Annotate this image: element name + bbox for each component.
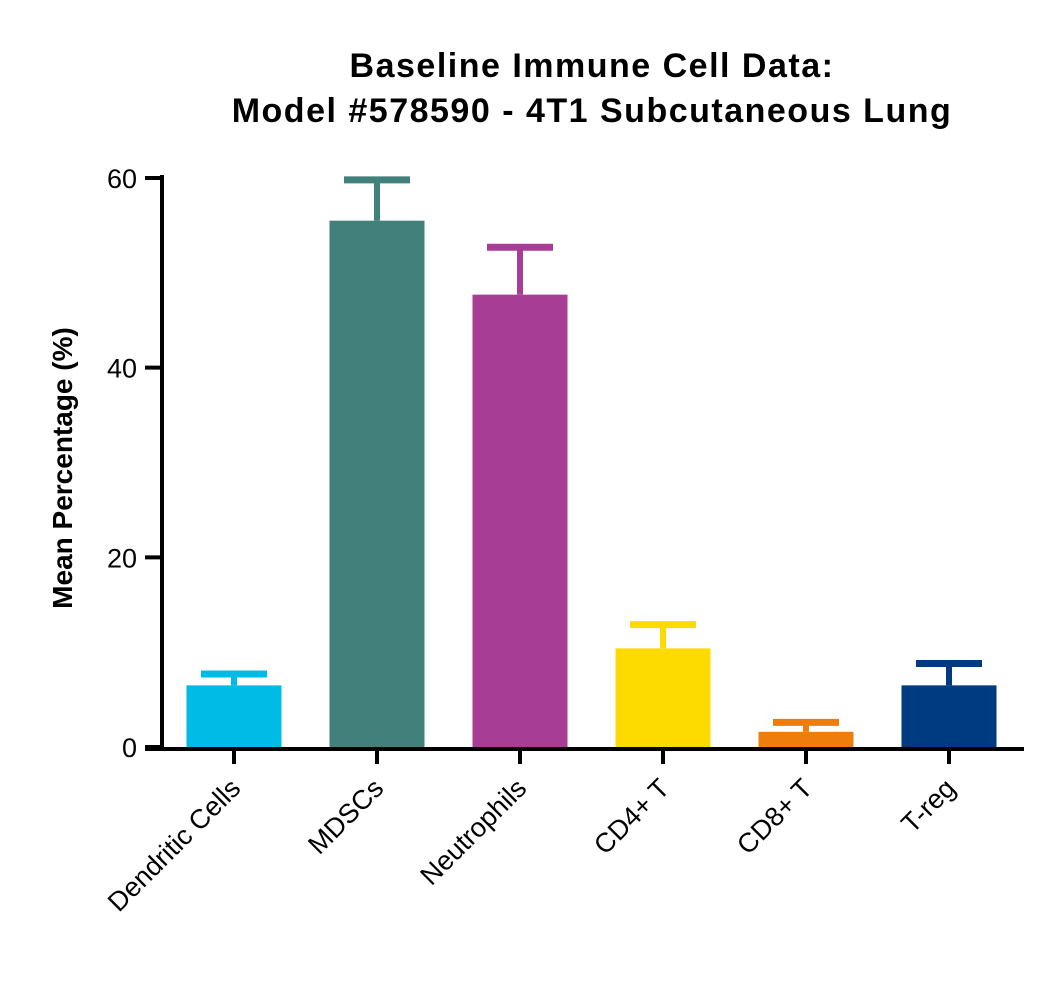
bar-0 [186,685,282,747]
x-tick-label-0: Dendritic Cells [102,773,246,917]
bar-5 [901,685,997,747]
y-tick-label-0: 0 [122,733,137,763]
x-tick-label-5: T-reg [895,773,961,839]
x-tick-label-1: MDSCs [302,773,389,860]
bar-3 [615,648,711,747]
bar-1 [329,220,425,748]
x-tick-label-4: CD8+ T [731,773,818,860]
y-tick-label-3: 60 [107,164,137,194]
bars-group [186,220,997,748]
chart-subtitle: Model #578590 - 4T1 Subcutaneous Lung [232,92,953,130]
bar-4 [758,731,854,747]
chart-title: Baseline Immune Cell Data: [350,47,835,85]
y-axis-label: Mean Percentage (%) [47,327,78,609]
error-bars-group [201,176,982,732]
x-ticks-group: Dendritic Cells MDSCs Neutrophils CD4+ T CD8… [102,749,961,917]
x-tick-label-2: Neutrophils [414,773,532,891]
x-tick-label-3: CD4+ T [588,773,675,860]
y-ticks-group: 0 20 40 60 [107,164,162,763]
bar-2 [472,294,568,747]
y-tick-label-1: 20 [107,543,137,573]
y-tick-label-2: 40 [107,354,137,384]
axes-group [145,175,1024,751]
